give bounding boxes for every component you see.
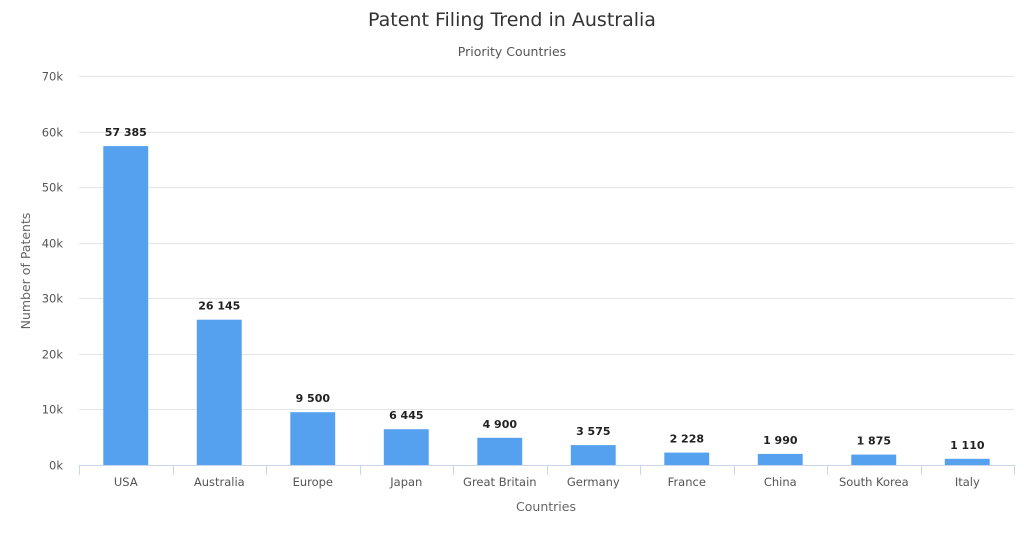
data-label: 2 228 (670, 433, 704, 446)
x-tick-label: USA (114, 475, 138, 489)
y-tick-label: 20k (42, 348, 64, 362)
y-tick-label: 50k (42, 181, 64, 195)
x-tick-label: South Korea (839, 475, 909, 489)
x-tick-label: Europe (293, 475, 333, 489)
bar-great-britain (477, 437, 523, 465)
x-tick-label: Germany (567, 475, 620, 489)
bar-europe (290, 412, 336, 465)
x-tick-label: Australia (194, 475, 245, 489)
y-tick-label: 60k (42, 126, 64, 140)
x-tick-label: Japan (389, 475, 422, 489)
y-tick-label: 40k (42, 237, 64, 251)
y-tick-label: 70k (42, 70, 64, 84)
y-tick-label: 10k (42, 403, 64, 417)
bar-china (757, 453, 803, 465)
y-tick-label: 0k (49, 459, 63, 473)
data-label: 4 900 (483, 418, 518, 431)
x-tick-label: France (668, 475, 706, 489)
x-axis: USA Australia Europe Japan Great Britain Germ… (79, 465, 1015, 489)
y-tick-label: 30k (42, 292, 64, 306)
x-tick-label: Great Britain (463, 475, 537, 489)
data-labels: 57 385 26 145 9 500 6 445 4 900 3 575 2 228 1 9… (105, 126, 985, 452)
y-axis-title: Number of Patents (18, 213, 33, 330)
bar-germany (570, 445, 616, 465)
bar-australia (196, 319, 242, 465)
data-label: 26 145 (198, 300, 240, 313)
bar-japan (383, 429, 429, 465)
data-label: 57 385 (105, 126, 147, 139)
bars (103, 146, 990, 465)
data-label: 3 575 (576, 425, 610, 438)
bar-south-korea (851, 454, 897, 465)
data-label: 1 990 (763, 434, 798, 447)
x-tick-label: Italy (955, 475, 980, 489)
bar-usa (103, 146, 149, 465)
x-axis-title: Countries (516, 499, 576, 514)
y-axis-ticks: 0k 10k 20k 30k 40k 50k 60k 70k (42, 70, 64, 473)
bar-italy (944, 458, 990, 465)
chart-title: Patent Filing Trend in Australia (368, 9, 656, 31)
chart-subtitle: Priority Countries (458, 44, 566, 59)
x-tick-label: China (764, 475, 797, 489)
bar-france (664, 452, 710, 465)
data-label: 1 875 (857, 435, 891, 448)
data-label: 1 110 (950, 439, 985, 452)
data-label: 9 500 (296, 392, 331, 405)
data-label: 6 445 (389, 409, 423, 422)
